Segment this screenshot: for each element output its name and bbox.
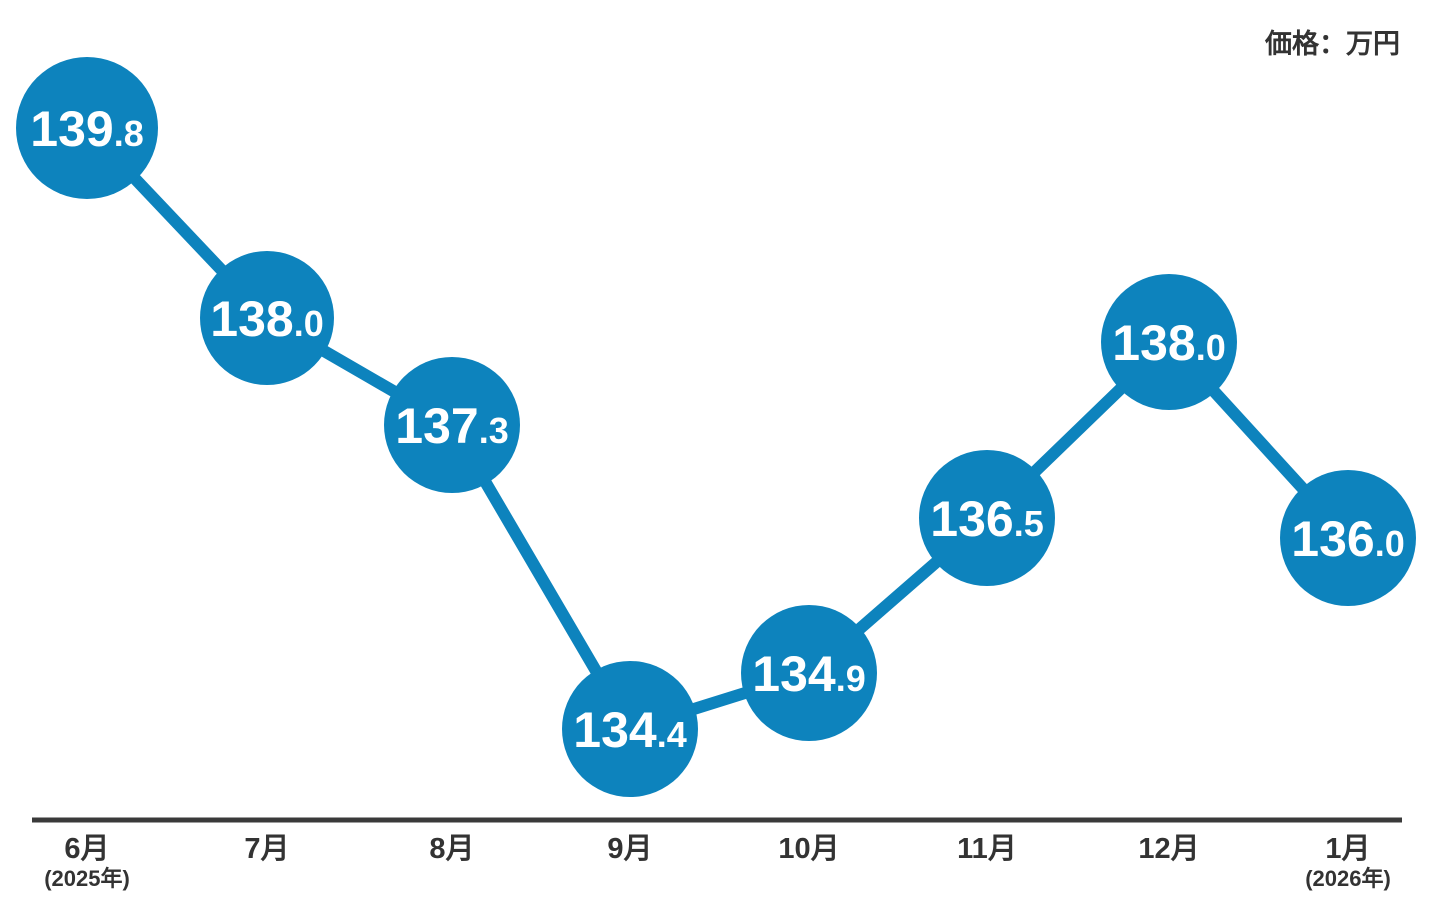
point-value-decimal-5: .5	[1014, 503, 1044, 544]
point-value-7: 136.0	[1291, 511, 1404, 567]
data-point-0	[16, 57, 158, 199]
point-value-0: 139.8	[30, 101, 143, 157]
data-point-2	[384, 357, 520, 493]
data-point-7	[1280, 470, 1416, 606]
x-axis-sublabel-0: (2025年)	[44, 866, 130, 891]
unit-label: 価格：万円	[1264, 29, 1400, 59]
data-point-1	[200, 251, 334, 385]
point-value-int-6: 138	[1112, 315, 1195, 371]
point-value-2: 137.3	[395, 398, 508, 454]
x-axis-label-3: 9月	[607, 833, 652, 865]
x-axis-sublabel-7: (2026年)	[1305, 866, 1391, 891]
point-value-decimal-3: .4	[657, 714, 687, 755]
x-axis-label-1: 7月	[244, 833, 289, 865]
x-axis-label-5: 11月	[957, 833, 1017, 865]
point-value-decimal-2: .3	[479, 410, 509, 451]
data-point-6	[1101, 274, 1237, 410]
point-value-int-3: 134	[573, 702, 657, 758]
point-value-int-0: 139	[30, 101, 113, 157]
x-axis-label-7: 1月	[1325, 833, 1370, 865]
point-value-decimal-0: .8	[114, 113, 144, 154]
x-axis-label-6: 12月	[1138, 833, 1199, 865]
point-value-1: 138.0	[210, 291, 323, 347]
point-value-int-2: 137	[395, 398, 478, 454]
data-point-3	[562, 661, 698, 797]
x-axis-label-0: 6月	[64, 833, 109, 865]
point-value-decimal-4: .9	[836, 658, 866, 699]
point-value-decimal-7: .0	[1375, 523, 1405, 564]
point-value-3: 134.4	[573, 702, 686, 758]
point-value-int-7: 136	[1291, 511, 1374, 567]
data-point-5	[919, 450, 1055, 586]
point-value-int-1: 138	[210, 291, 293, 347]
x-axis-label-4: 10月	[778, 833, 839, 865]
data-point-4	[741, 605, 877, 741]
point-value-decimal-6: .0	[1196, 327, 1226, 368]
point-value-decimal-1: .0	[294, 303, 324, 344]
point-value-int-5: 136	[930, 491, 1013, 547]
x-axis-label-2: 8月	[429, 833, 474, 865]
point-value-4: 134.9	[752, 646, 865, 702]
point-value-5: 136.5	[930, 491, 1043, 547]
point-value-6: 138.0	[1112, 315, 1225, 371]
point-value-int-4: 134	[752, 646, 836, 702]
